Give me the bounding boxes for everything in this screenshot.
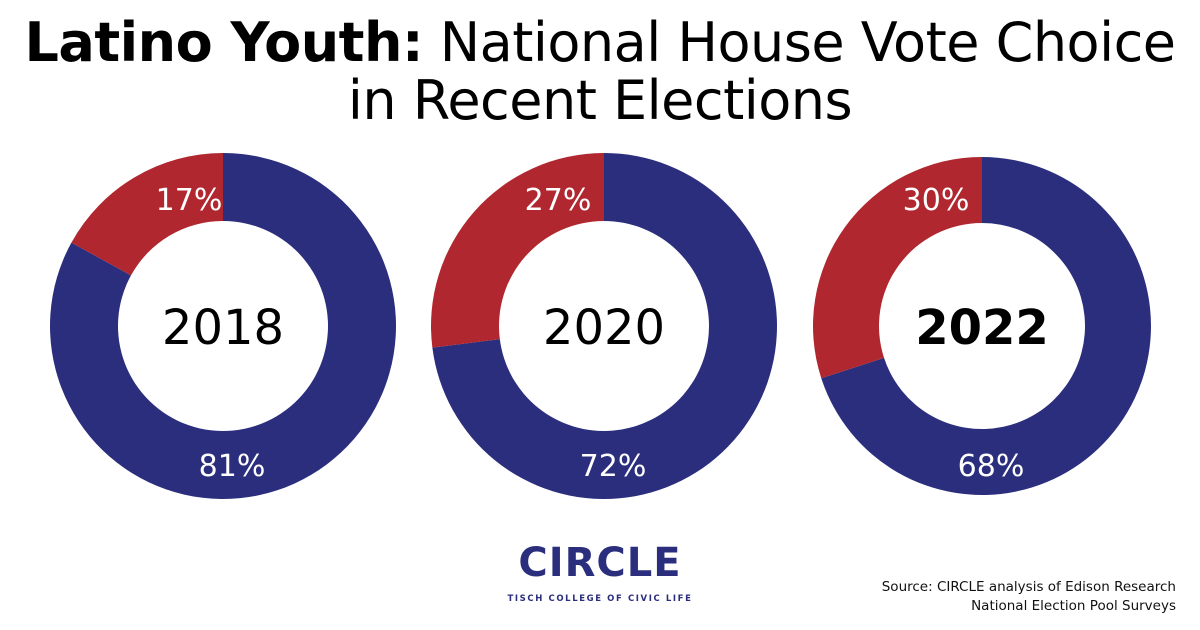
slice-democratic-2020 (432, 153, 778, 499)
slice-republican-2020 (431, 153, 604, 348)
label-republican-2020: 27% (525, 183, 592, 218)
year-label-2020: 2020 (543, 300, 665, 356)
label-democratic-2018: 81% (199, 449, 266, 484)
label-republican-2022: 30% (903, 183, 970, 218)
label-democratic-2020: 72% (580, 449, 647, 484)
slice-democratic-2018 (50, 153, 397, 499)
title-bold: Latino Youth: (24, 11, 424, 74)
year-label-2022: 2022 (915, 300, 1049, 356)
donut-2020: 27% 72% 2020 (431, 153, 778, 499)
slice-democratic-2022 (821, 157, 1152, 495)
circle-logo: CIRCLE TISCH COLLEGE OF CIVIC LIFE (505, 540, 705, 610)
source-line-2: National Election Pool Surveys (971, 598, 1176, 614)
label-republican-2018: 17% (156, 183, 223, 218)
label-democratic-2022: 68% (958, 449, 1025, 484)
logo-subtitle: TISCH COLLEGE OF CIVIC LIFE (507, 594, 693, 604)
donut-2018: 17% 81% 2018 (50, 153, 397, 499)
slice-republican-2018 (71, 153, 223, 276)
year-label-2018: 2018 (162, 300, 284, 356)
source-note: Source: CIRCLE analysis of Edison Resear… (882, 578, 1176, 616)
slice-republican-2022 (812, 157, 982, 379)
source-line-1: Source: CIRCLE analysis of Edison Resear… (881, 579, 1176, 595)
title-rest: National House Vote Choice in Recent Ele… (347, 11, 1176, 132)
logo-word: CIRCLE (518, 540, 682, 586)
chart-title: Latino Youth: National House Vote Choice… (0, 14, 1200, 130)
donut-2022: 30% 68% 2022 (812, 157, 1152, 495)
